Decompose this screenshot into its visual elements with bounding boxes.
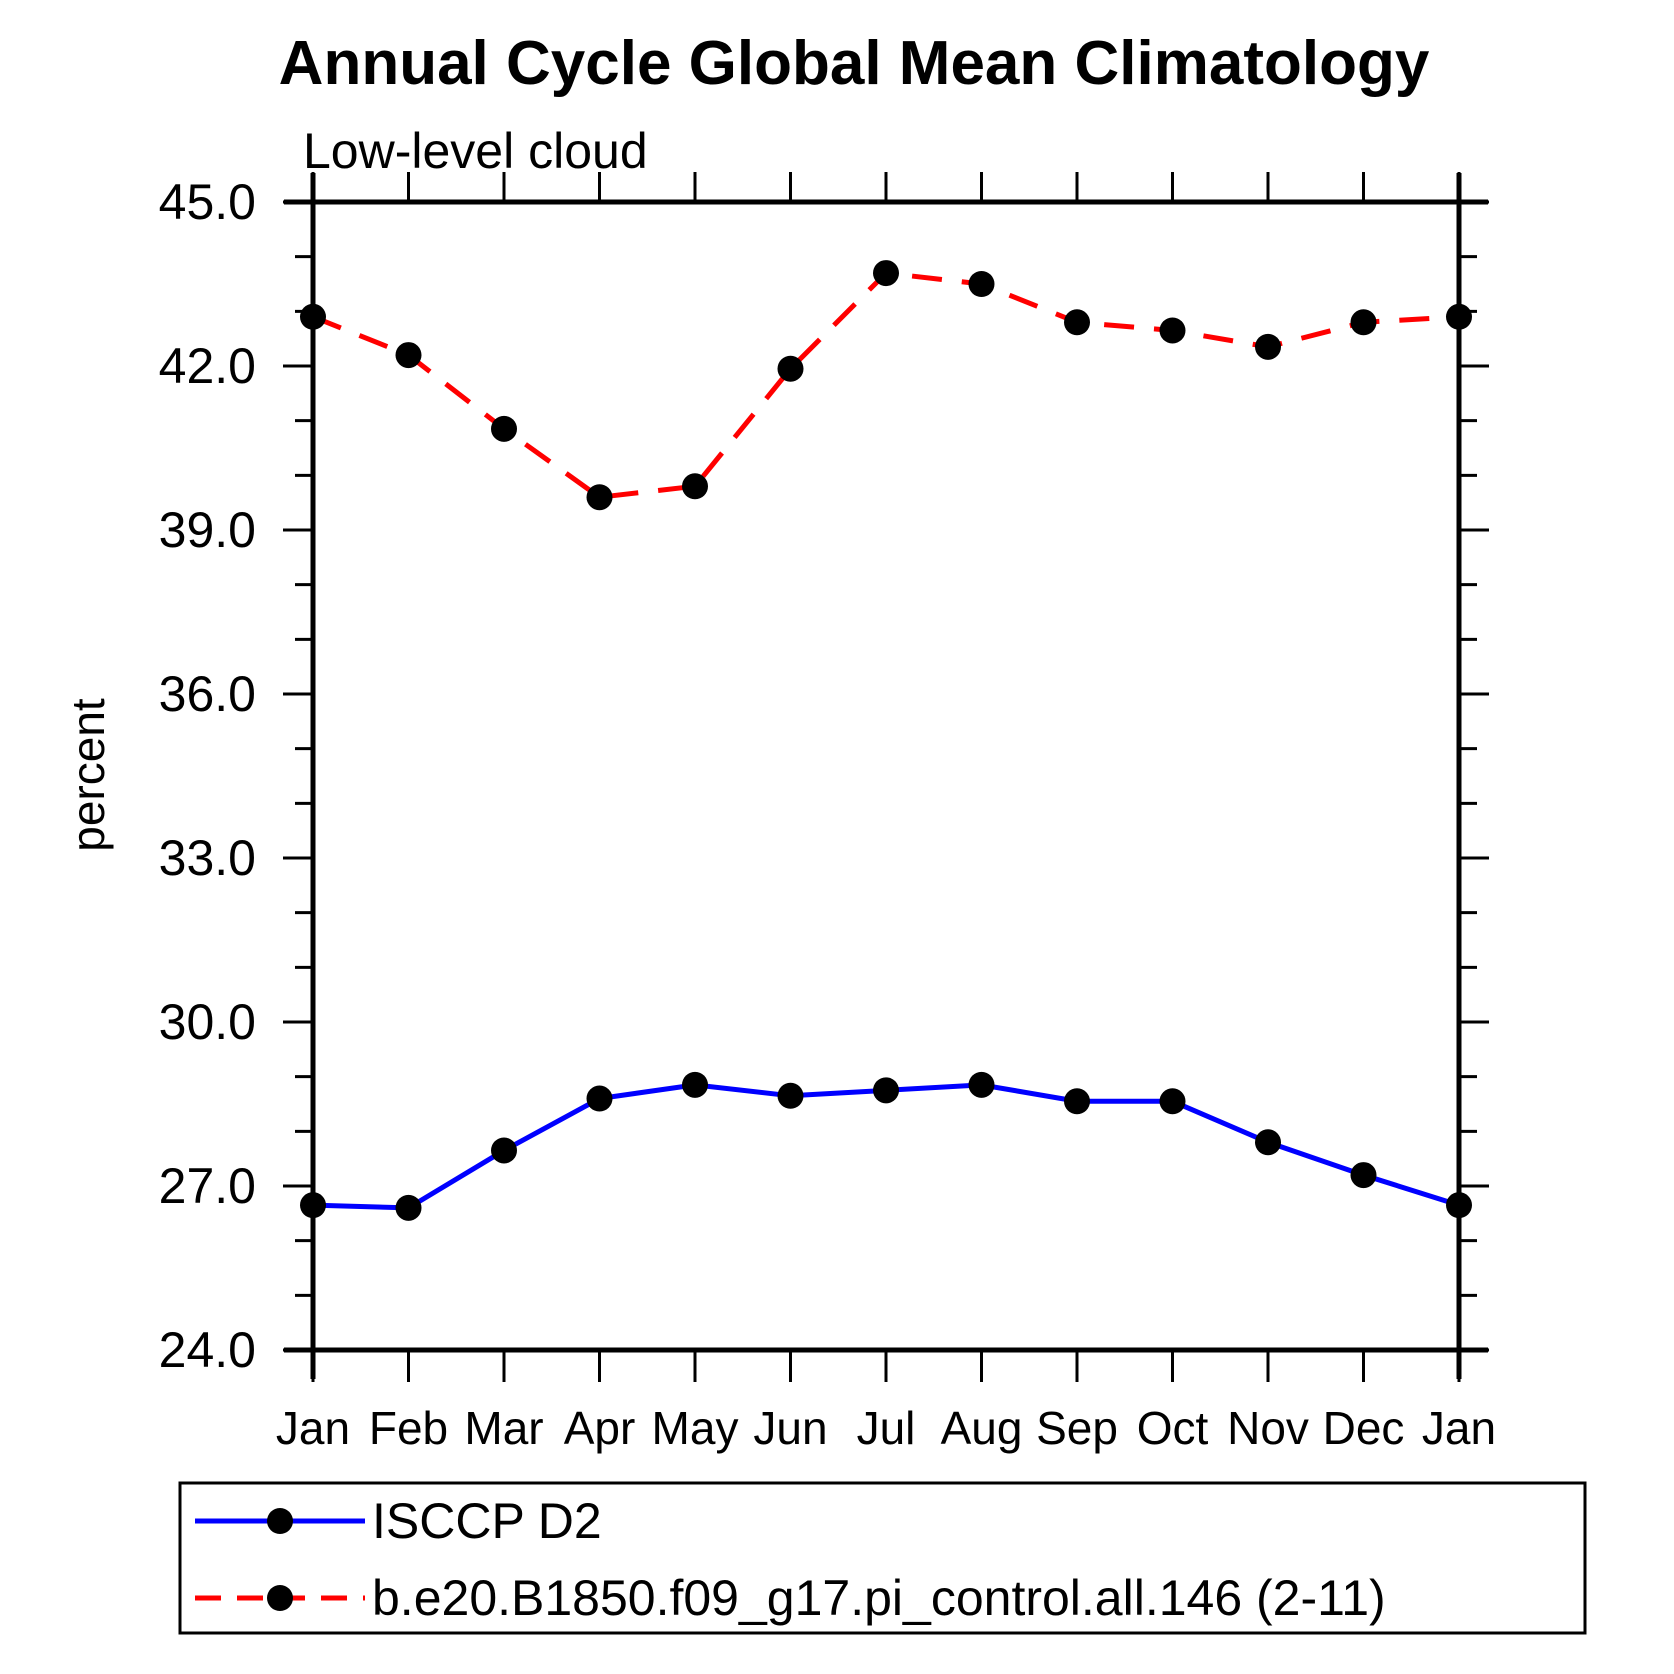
legend-marker [267,1508,293,1534]
series-isccp-d2 [300,1071,1472,1221]
data-point-marker [395,342,422,369]
x-tick-label: Jan [276,1402,350,1454]
data-series [300,260,1472,1221]
data-point-marker [300,303,326,330]
data-point-marker [491,415,517,442]
y-tick-labels: 24.0 27.0 30.0 33.0 36.0 39.0 42.0 45.0 [159,174,256,1378]
axes-frame [284,173,1488,1379]
y-axis-label: percent [62,698,114,852]
legend: ISCCP D2 b.e20.B1850.f09_g17.pi_control.a… [178,1481,1587,1635]
y-tick-label: 33.0 [159,830,256,886]
legend-label: b.e20.B1850.f09_g17.pi_control.all.146 (… [372,1570,1386,1626]
data-point-marker [586,1085,613,1112]
y-tick-label: 39.0 [159,502,256,558]
x-tick-label: Aug [941,1402,1023,1454]
data-point-marker [777,1082,804,1109]
x-tick-label: Jan [1422,1402,1496,1454]
legend-entry: ISCCP D2 [195,1493,602,1549]
x-tick-label: Oct [1137,1402,1209,1454]
y-axis-ticks [283,200,1489,1352]
data-point-marker [682,473,708,500]
data-point-marker [1064,1088,1090,1115]
x-tick-label: Jun [753,1402,827,1454]
y-tick-label: 45.0 [159,174,256,230]
data-point-marker [777,355,804,382]
series-model [300,260,1472,511]
x-tick-label: Jul [857,1402,916,1454]
y-tick-label: 42.0 [159,338,256,394]
legend-label: ISCCP D2 [372,1493,602,1549]
data-point-marker [1064,309,1090,336]
data-point-marker [1446,303,1472,330]
y-tick-label: 24.0 [159,1322,256,1378]
x-tick-label: Nov [1227,1402,1309,1454]
data-point-marker [586,484,613,511]
x-tick-label: Dec [1323,1402,1405,1454]
data-point-marker [1159,1088,1186,1115]
data-point-marker [682,1071,708,1098]
data-point-marker [1446,1192,1472,1219]
data-point-marker [1350,1162,1377,1189]
x-tick-label: Apr [564,1402,636,1454]
data-point-marker [1255,1129,1281,1156]
data-point-marker [300,1192,326,1219]
x-tick-label: May [652,1402,739,1454]
data-point-marker [968,271,995,297]
data-point-marker [1255,333,1281,360]
x-tick-label: Mar [464,1402,543,1454]
data-point-marker [968,1071,995,1098]
data-point-marker [491,1137,517,1164]
legend-entry: b.e20.B1850.f09_g17.pi_control.all.146 (… [195,1570,1386,1626]
chart-subtitle: Low-level cloud [303,123,648,179]
data-point-marker [1159,317,1186,344]
x-tick-label: Feb [369,1402,448,1454]
y-tick-label: 36.0 [159,666,256,722]
data-point-marker [1350,309,1377,336]
series-line [312,270,1460,500]
legend-box [178,1481,1587,1635]
y-tick-label: 30.0 [159,994,256,1050]
y-tick-label: 27.0 [159,1158,256,1214]
x-tick-label: Sep [1036,1402,1118,1454]
legend-marker [267,1585,293,1611]
data-point-marker [395,1194,422,1221]
data-point-marker [873,260,899,287]
x-tick-labels: Jan Feb Mar Apr May Jun Jul Aug Sep Oct Nov Dec Jan [276,1402,1496,1454]
data-point-marker [873,1077,899,1104]
chart-title: Annual Cycle Global Mean Climatology [279,29,1430,98]
x-axis-ticks [311,172,1461,1382]
